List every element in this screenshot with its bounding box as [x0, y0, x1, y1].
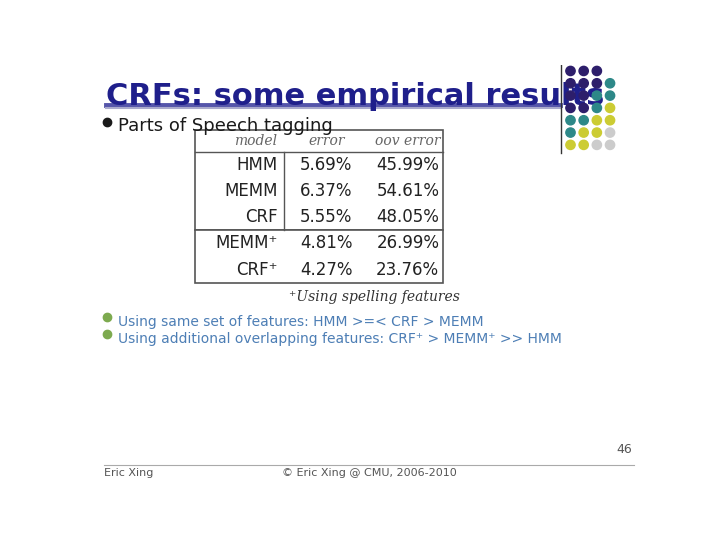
- Circle shape: [606, 128, 615, 137]
- Text: Eric Xing: Eric Xing: [104, 468, 153, 478]
- Text: Using same set of features: HMM >=< CRF > MEMM: Using same set of features: HMM >=< CRF …: [118, 315, 484, 329]
- Text: error: error: [308, 134, 345, 148]
- Circle shape: [566, 140, 575, 150]
- Text: 6.37%: 6.37%: [300, 182, 353, 200]
- Text: Using additional overlapping features: CRF⁺ > MEMM⁺ >> HMM: Using additional overlapping features: C…: [118, 332, 562, 346]
- Text: CRFs: some empirical results: CRFs: some empirical results: [106, 82, 604, 111]
- Text: Parts of Speech tagging: Parts of Speech tagging: [118, 117, 333, 135]
- Circle shape: [606, 116, 615, 125]
- Text: 48.05%: 48.05%: [377, 208, 439, 226]
- Circle shape: [566, 116, 575, 125]
- Text: 23.76%: 23.76%: [376, 261, 439, 279]
- Circle shape: [593, 103, 601, 112]
- Circle shape: [579, 140, 588, 150]
- Circle shape: [606, 91, 615, 100]
- Circle shape: [566, 128, 575, 137]
- Circle shape: [593, 140, 601, 150]
- Text: 4.81%: 4.81%: [300, 234, 353, 252]
- Circle shape: [579, 128, 588, 137]
- Text: ⁺Using spelling features: ⁺Using spelling features: [289, 291, 460, 305]
- Circle shape: [579, 91, 588, 100]
- Bar: [194, 130, 443, 231]
- Text: HMM: HMM: [236, 156, 277, 174]
- Circle shape: [593, 128, 601, 137]
- Text: © Eric Xing @ CMU, 2006-2010: © Eric Xing @ CMU, 2006-2010: [282, 468, 456, 478]
- Text: oov error: oov error: [375, 134, 441, 148]
- Text: CRF: CRF: [245, 208, 277, 226]
- Text: 46: 46: [617, 443, 632, 456]
- Text: CRF⁺: CRF⁺: [236, 261, 277, 279]
- Circle shape: [593, 91, 601, 100]
- Circle shape: [579, 66, 588, 76]
- Circle shape: [606, 140, 615, 150]
- Circle shape: [566, 103, 575, 112]
- Circle shape: [593, 116, 601, 125]
- Circle shape: [566, 79, 575, 88]
- Text: MEMM⁺: MEMM⁺: [215, 234, 277, 252]
- Circle shape: [606, 103, 615, 112]
- Circle shape: [579, 79, 588, 88]
- Text: 54.61%: 54.61%: [377, 182, 439, 200]
- Circle shape: [606, 79, 615, 88]
- Text: 5.69%: 5.69%: [300, 156, 353, 174]
- Circle shape: [579, 103, 588, 112]
- Circle shape: [593, 66, 601, 76]
- Circle shape: [566, 91, 575, 100]
- Bar: [194, 231, 443, 283]
- Text: MEMM: MEMM: [224, 182, 277, 200]
- Text: 5.55%: 5.55%: [300, 208, 353, 226]
- Circle shape: [593, 79, 601, 88]
- Circle shape: [566, 66, 575, 76]
- Text: 26.99%: 26.99%: [377, 234, 439, 252]
- Text: model: model: [235, 134, 277, 148]
- Text: 45.99%: 45.99%: [377, 156, 439, 174]
- Text: 4.27%: 4.27%: [300, 261, 353, 279]
- Circle shape: [579, 116, 588, 125]
